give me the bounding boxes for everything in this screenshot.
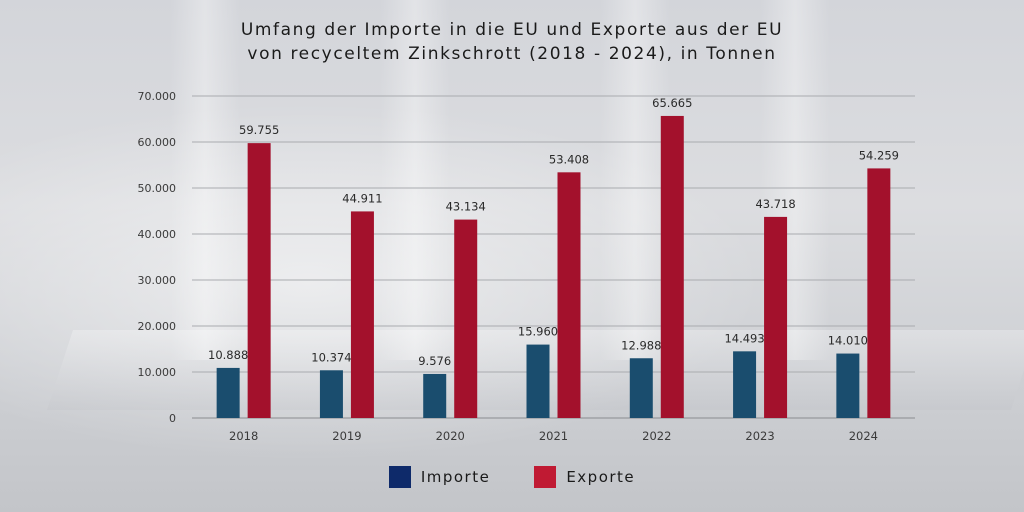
data-label: 54.259 <box>859 148 899 162</box>
y-tick-label: 70.000 <box>138 90 177 103</box>
y-tick-label: 0 <box>169 412 176 425</box>
x-tick-label: 2020 <box>436 429 465 443</box>
data-label: 43.718 <box>755 197 795 211</box>
bar-importe-2018 <box>216 367 240 418</box>
chart-bars <box>216 115 891 418</box>
legend-label-importe: Importe <box>420 468 491 486</box>
bar-exporte-2021 <box>557 172 581 418</box>
legend-item-exporte: Exporte <box>534 466 635 488</box>
x-tick-label: 2019 <box>332 429 361 443</box>
data-label: 15.960 <box>518 325 558 339</box>
x-tick-label: 2024 <box>849 429 878 443</box>
chart-title-line2: von recyceltem Zinkschrott (2018 - 2024)… <box>247 44 777 64</box>
data-label: 44.911 <box>342 191 382 205</box>
background-pillar <box>380 0 450 360</box>
legend-item-importe: Importe <box>388 466 491 488</box>
bar-exporte-2024 <box>867 168 891 418</box>
legend-swatch-exporte <box>534 466 557 488</box>
data-label: 53.408 <box>549 152 589 166</box>
x-tick-label: 2022 <box>642 429 671 443</box>
bar-importe-2021 <box>526 344 550 418</box>
bar-importe-2023 <box>733 351 757 418</box>
bar-exporte-2023 <box>764 216 788 418</box>
y-tick-label: 10.000 <box>138 366 177 379</box>
x-tick-label: 2018 <box>229 429 258 443</box>
bar-exporte-2022 <box>660 115 684 418</box>
data-label: 9.576 <box>418 354 451 368</box>
chart-title-line1: Umfang der Importe in die EU und Exporte… <box>240 20 784 40</box>
y-axis: 0 10.000 20.000 30.000 40.000 50.000 60.000 70.… <box>138 90 177 425</box>
y-tick-label: 50.000 <box>138 182 177 195</box>
data-label: 65.665 <box>652 96 692 110</box>
y-tick-label: 60.000 <box>138 136 177 149</box>
bar-importe-2024 <box>836 353 860 418</box>
y-tick-label: 30.000 <box>138 274 177 287</box>
data-labels: 10.888 59.755 10.374 44.911 9.576 43.134 15.96… <box>208 96 899 368</box>
data-label: 14.010 <box>828 334 868 348</box>
y-tick-label: 40.000 <box>138 228 177 241</box>
background-pillar <box>170 0 240 360</box>
chart-title: Umfang der Importe in die EU und Exporte… <box>0 18 1024 66</box>
bar-exporte-2018 <box>247 143 271 418</box>
bar-exporte-2019 <box>350 211 374 418</box>
legend: Importe Exporte <box>0 466 1024 488</box>
background-pillar <box>600 0 670 360</box>
bar-exporte-2020 <box>454 219 478 418</box>
x-tick-label: 2023 <box>745 429 774 443</box>
data-label: 59.755 <box>239 123 279 137</box>
bar-importe-2020 <box>423 373 447 418</box>
y-tick-label: 20.000 <box>138 320 177 333</box>
chart-grid <box>192 95 915 419</box>
data-label: 14.493 <box>724 331 764 345</box>
bar-importe-2022 <box>629 358 653 418</box>
x-axis: 2018 2019 2020 2021 2022 2023 2024 <box>229 429 878 443</box>
data-label: 10.888 <box>208 348 248 362</box>
legend-label-exporte: Exporte <box>566 468 636 486</box>
data-label: 12.988 <box>621 338 661 352</box>
legend-swatch-importe <box>388 466 411 488</box>
bar-importe-2019 <box>319 370 343 418</box>
data-label: 10.374 <box>311 350 351 364</box>
data-label: 43.134 <box>446 200 486 214</box>
x-tick-label: 2021 <box>539 429 568 443</box>
